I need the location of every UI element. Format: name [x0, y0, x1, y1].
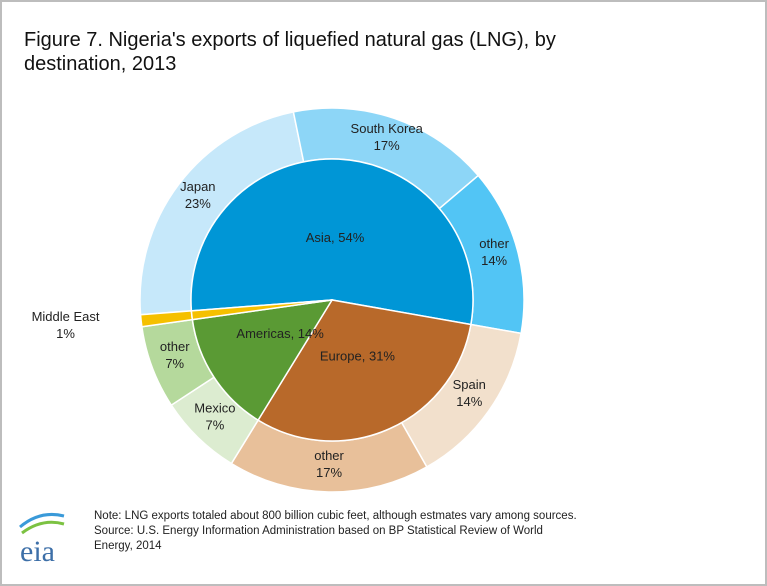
outer-label: other — [314, 448, 344, 463]
chart-title: destination, 2013 — [24, 53, 176, 75]
outer-label: Middle East — [32, 309, 100, 324]
outer-value-label: 14% — [481, 253, 507, 268]
inner-label: Americas, 14% — [236, 326, 324, 341]
outer-label: Japan — [180, 179, 215, 194]
logo: eia — [20, 535, 55, 568]
note: Energy, 2014 — [94, 540, 162, 552]
note: Note: LNG exports totaled about 800 bill… — [94, 510, 577, 522]
outer-value-label: 1% — [56, 326, 75, 341]
inner-slice — [190, 299, 333, 321]
outer-value-label: 7% — [165, 356, 184, 371]
chart-title: Figure 7. Nigeria's exports of liquefied… — [24, 29, 556, 51]
outer-value-label: 23% — [185, 196, 211, 211]
inner-slice — [257, 299, 472, 442]
outer-value-label: 7% — [205, 417, 224, 432]
inner-label: Europe, 31% — [320, 349, 396, 364]
outer-label: Mexico — [194, 400, 235, 415]
logo-swoosh — [19, 512, 65, 529]
inner-label: Asia, 54% — [306, 230, 365, 245]
outer-label: other — [160, 339, 190, 354]
outer-label: other — [479, 236, 509, 251]
outer-label: South Korea — [351, 121, 424, 136]
outer-value-label: 14% — [456, 394, 482, 409]
logo-swoosh — [21, 520, 65, 535]
note: Source: U.S. Energy Information Administ… — [94, 525, 543, 537]
inner-slice — [190, 158, 474, 326]
outer-label: Spain — [453, 377, 486, 392]
outer-value-label: 17% — [316, 465, 342, 480]
outer-value-label: 17% — [374, 138, 400, 153]
